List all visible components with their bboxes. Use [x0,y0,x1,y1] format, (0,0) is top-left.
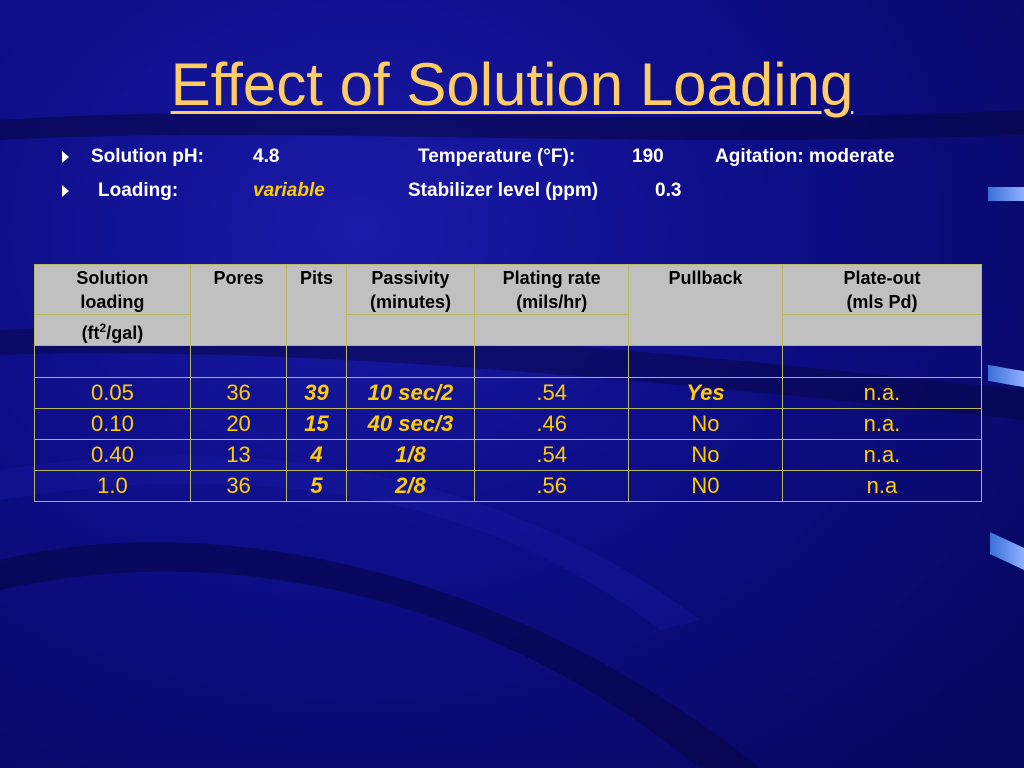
header-solution-loading-unit: (ft2/gal) [34,314,191,346]
loading-value: variable [253,180,325,201]
cell-loading: 0.05 [34,377,191,409]
stabilizer-value: 0.3 [655,180,682,201]
cell-pullback: N0 [628,470,783,502]
ph-label: Solution pH: [91,146,204,167]
bullet-arrow-icon [62,151,69,163]
header-pores: Pores [189,264,288,346]
agitation-text: Agitation: moderate [715,146,895,167]
cell-pits: 5 [286,470,347,502]
cell-plating-rate: .56 [474,470,630,502]
cell-pits: 39 [286,377,347,409]
header-passivity: Passivity (minutes) [345,264,476,315]
cell-pullback: Yes [628,377,783,409]
table-row: 0.05 36 39 10 sec/2.54 Yes n.a. [34,377,983,409]
header-plating-sub [474,314,630,346]
slide-title: Effect of Solution Loading [170,51,854,118]
table-blank-row [34,345,983,378]
table-row: 0.40 13 4 1/8.54 No n.a. [34,439,983,471]
header-passivity-sub [345,314,476,346]
temperature-label: Temperature (°F): [418,146,576,167]
cell-pores: 36 [189,470,288,502]
cell-plating-rate: .54 [474,377,630,409]
cell-pores: 36 [189,377,288,409]
cell-loading: 0.40 [34,439,191,471]
header-plating-rate: Plating rate (mils/hr) [474,264,630,315]
cell-passivity: 40 sec/3 [345,408,476,440]
cell-pores: 13 [189,439,288,471]
cell-plating-rate: .46 [474,408,630,440]
header-pits: Pits [286,264,347,346]
cell-plate-out: n.a. [781,439,983,471]
loading-label: Loading: [98,180,179,201]
header-solution-loading: Solution loading [34,264,191,315]
cell-pullback: No [628,408,783,440]
results-table: Solution loading Pores Pits Passivity (m… [34,264,983,502]
cell-pullback: No [628,439,783,471]
cell-passivity: 10 sec/2 [345,377,476,409]
ph-value: 4.8 [253,146,280,167]
temperature-value: 190 [632,146,664,167]
table-row: 1.0 36 5 2/8.56 N0 n.a [34,470,983,502]
cell-pits: 15 [286,408,347,440]
table-header-row: Solution loading Pores Pits Passivity (m… [34,264,983,346]
cell-plating-rate: .54 [474,439,630,471]
cell-passivity: 1/8 [345,439,476,471]
bullet-arrow-icon [62,185,69,197]
stabilizer-label: Stabilizer level (ppm) [408,180,599,201]
table-subheader-row: (ft2/gal) [34,314,983,346]
cell-loading: 0.10 [34,408,191,440]
cell-loading: 1.0 [34,470,191,502]
table-row: 0.10 20 15 40 sec/3.46 No n.a. [34,408,983,440]
cell-plate-out: n.a. [781,377,983,409]
cell-pores: 20 [189,408,288,440]
header-plate-out-sub [781,314,983,346]
cell-plate-out: n.a [781,470,983,502]
cell-pits: 4 [286,439,347,471]
header-plate-out: Plate-out (mls Pd) [781,264,983,315]
cell-passivity: 2/8 [345,470,476,502]
cell-plate-out: n.a. [781,408,983,440]
header-pullback: Pullback [628,264,783,346]
side-mark [988,187,1024,201]
